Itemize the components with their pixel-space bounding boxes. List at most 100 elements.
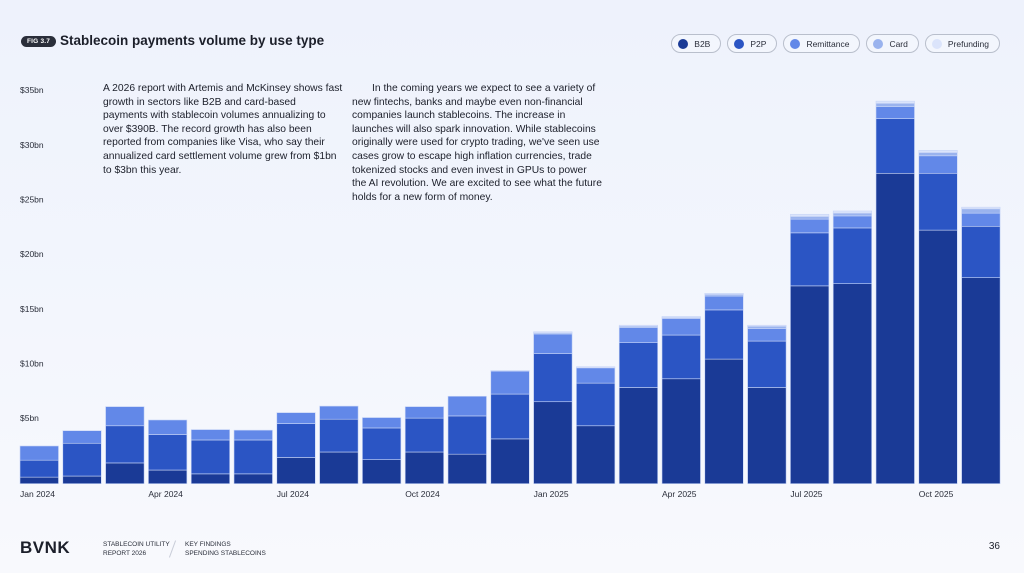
x-tick-label: Oct 2025 <box>919 489 954 499</box>
legend-item-p2p[interactable]: P2P <box>727 34 778 53</box>
legend-swatch <box>734 38 745 49</box>
bar-segment-remittance <box>447 395 487 417</box>
bar-segment-remittance <box>233 429 273 441</box>
bar-segment-prefunding <box>533 331 573 334</box>
bar-segment-remittance <box>618 327 659 344</box>
x-tick-label: Jan 2025 <box>534 489 569 499</box>
bar-segment-remittance <box>661 318 701 336</box>
bar-segment-p2p <box>319 418 359 453</box>
section-name: Key findings Spending stablecoins <box>185 541 266 558</box>
bar-segment-b2b <box>918 229 958 484</box>
bar-segment-remittance <box>490 370 530 395</box>
y-tick-label: $5bn <box>20 413 39 423</box>
report-line-1: Stablecoin utility <box>103 541 170 548</box>
legend-label: B2B <box>694 38 711 49</box>
x-tick-label: Jul 2025 <box>790 489 822 499</box>
legend-label: Prefunding <box>947 38 989 49</box>
section-line-2: Spending stablecoins <box>185 549 266 557</box>
bar-segment-p2p <box>961 225 1001 278</box>
bar-segment-remittance <box>19 445 59 461</box>
bar-segment-p2p <box>148 434 188 471</box>
bar-segment-p2p <box>661 334 701 380</box>
bar-segment-remittance <box>404 406 445 419</box>
bar-segment-prefunding <box>832 210 873 214</box>
bar-segment-remittance <box>276 412 316 424</box>
bar-segment-b2b <box>404 451 445 484</box>
bar-segment-p2p <box>447 415 487 455</box>
bar-segment-b2b <box>362 459 402 484</box>
bar-segment-p2p <box>404 417 445 453</box>
bar-segment-b2b <box>319 451 359 484</box>
bar-segment-b2b <box>276 457 316 484</box>
outlook-paragraph: In the coming years we expect to see a v… <box>352 83 602 203</box>
legend-label: Remittance <box>806 38 850 49</box>
bar-segment-prefunding <box>790 213 830 217</box>
bar-segment-b2b <box>533 401 573 485</box>
bar-segment-b2b <box>233 473 273 485</box>
bar-segment-remittance <box>319 405 359 420</box>
y-tick-label: $15bn <box>20 304 44 314</box>
bar-segment-b2b <box>875 172 915 484</box>
bar-segment-prefunding <box>961 206 1001 210</box>
bar-segment-p2p <box>362 427 402 460</box>
chart-title: Stablecoin payments volume by use type <box>60 33 325 48</box>
bar-segment-p2p <box>618 342 659 388</box>
bar-segment-b2b <box>148 469 188 485</box>
bar-segment-b2b <box>747 387 787 484</box>
intro-paragraph: A 2026 report with Artemis and McKinsey … <box>103 83 343 176</box>
bar-segment-b2b <box>105 462 145 485</box>
bar-segment-prefunding <box>747 324 787 327</box>
bar-segment-prefunding <box>661 316 701 318</box>
bvnk-logo: BVNK <box>20 538 71 557</box>
bar-segment-remittance <box>961 212 1001 227</box>
bar-segment-remittance <box>148 419 188 435</box>
bar-segment-b2b <box>19 476 59 484</box>
legend-item-prefunding[interactable]: Prefunding <box>924 34 1000 53</box>
bar-segment-b2b <box>704 358 744 484</box>
bar-segment-card <box>747 326 787 329</box>
bar-segment-prefunding <box>490 370 530 372</box>
bar-segment-b2b <box>832 283 873 484</box>
legend-label: Card <box>889 38 908 49</box>
y-tick-label: $30bn <box>20 140 44 150</box>
bar-segment-remittance <box>362 417 402 429</box>
x-tick-label: Apr 2025 <box>662 489 697 499</box>
bar-segment-remittance <box>832 215 873 229</box>
bar-segment-prefunding <box>704 292 744 295</box>
bar-segment-p2p <box>576 382 616 427</box>
bar-segment-p2p <box>747 340 787 388</box>
bar-segment-p2p <box>704 309 744 360</box>
x-tick-label: Oct 2024 <box>405 489 440 499</box>
bar-segment-remittance <box>576 367 616 384</box>
bar-segment-remittance <box>190 429 230 441</box>
bar-segment-card <box>790 216 830 220</box>
legend-item-remittance[interactable]: Remittance <box>783 34 861 53</box>
bar-segment-card <box>918 152 958 157</box>
bar-segment-card <box>875 103 915 107</box>
bar-segment-remittance <box>790 218 830 234</box>
legend-swatch <box>873 38 884 49</box>
bar-segment-prefunding <box>618 324 659 327</box>
section-line-1: Key findings <box>185 541 231 548</box>
x-tick-label: Apr 2024 <box>148 489 183 499</box>
bar-segment-p2p <box>832 227 873 284</box>
legend-item-b2b[interactable]: B2B <box>671 34 722 53</box>
bar-segment-p2p <box>276 423 316 458</box>
bar-segment-p2p <box>875 118 915 174</box>
figure-badge: FIG 3.7 <box>21 36 57 47</box>
bar-segment-p2p <box>490 393 530 440</box>
legend-item-card[interactable]: Card <box>866 34 919 53</box>
y-tick-label: $10bn <box>20 358 44 368</box>
x-tick-label: Jul 2024 <box>277 489 309 499</box>
bar-segment-b2b <box>576 425 616 484</box>
bar-segment-remittance <box>875 106 915 119</box>
bar-segment-remittance <box>105 406 145 427</box>
legend-swatch <box>931 38 942 49</box>
y-tick-label: $20bn <box>20 249 44 259</box>
bar-segment-p2p <box>19 459 59 478</box>
bar-segment-card <box>961 208 1001 214</box>
bar-segment-remittance <box>533 333 573 354</box>
legend-label: P2P <box>750 38 767 49</box>
report-name: Stablecoin utility Report 2026 <box>103 541 170 558</box>
